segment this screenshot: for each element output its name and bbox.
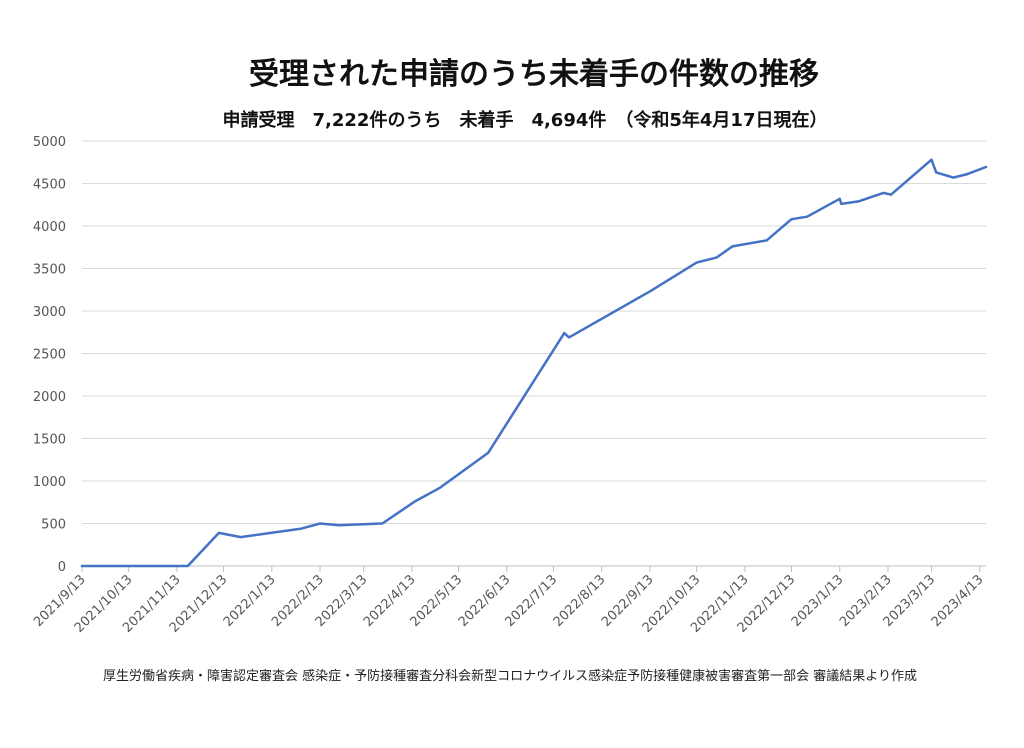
series-layer (80, 158, 988, 568)
x-axis-ticks: 2021/9/132021/10/132021/11/132021/12/132… (31, 566, 987, 636)
y-tick-label: 3500 (33, 263, 66, 278)
y-tick-label: 4500 (33, 178, 66, 193)
y-tick-label: 0 (58, 560, 66, 575)
chart-subtitle: 申請受理 7,222件のうち 未着手 4,694件 （令和5年4月17日現在） (223, 109, 828, 131)
y-tick-label: 4000 (33, 220, 66, 235)
y-axis-ticks: 0 500 1000 1500 2000 2500 3000 3500 4000 4500 5000 (33, 135, 66, 575)
x-tick-label: 2023/4/13 (929, 572, 987, 630)
y-tick-label: 1000 (33, 475, 66, 490)
y-tick-label: 5000 (33, 135, 66, 150)
chart-title: 受理された申請のうち未着手の件数の推移 (249, 57, 819, 92)
y-tick-label: 500 (41, 518, 66, 533)
y-tick-label: 2000 (33, 390, 66, 405)
y-tick-label: 2500 (33, 348, 66, 363)
y-tick-label: 1500 (33, 433, 66, 448)
y-tick-label: 3000 (33, 305, 66, 320)
series-line-0 (80, 158, 988, 568)
gridlines (82, 140, 986, 567)
source-note: 厚生労働省疾病・障害認定審査会 感染症・予防接種審査分科会新型コロナウイルス感染… (103, 668, 917, 684)
